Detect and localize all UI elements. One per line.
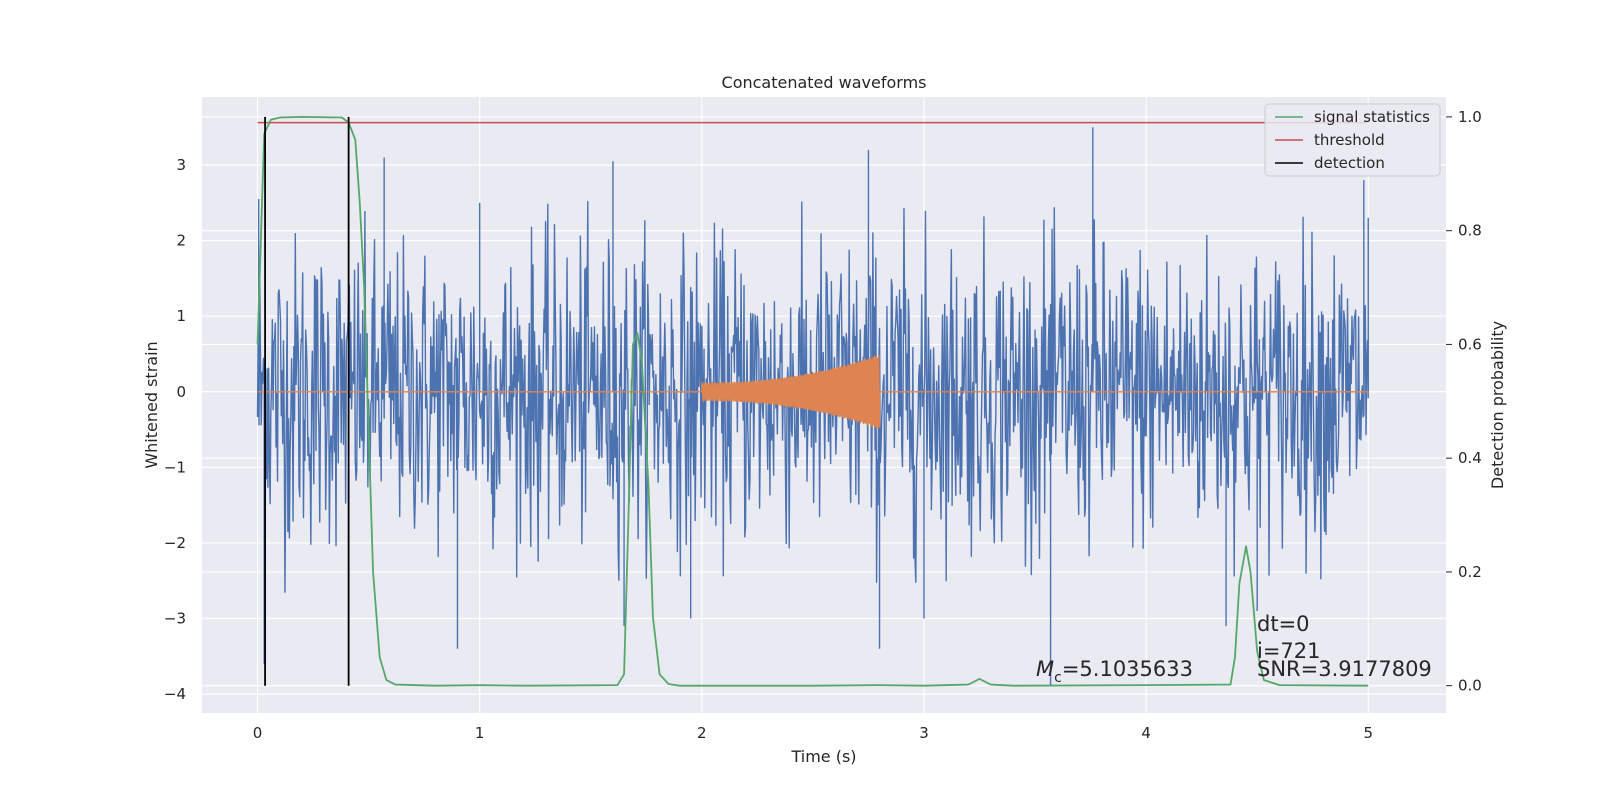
legend: signal statistics threshold detection xyxy=(1264,103,1441,177)
y2-tick-label: 0.4 xyxy=(1458,449,1482,467)
y-axis-label: Whitened strain xyxy=(142,341,161,468)
y2-tick-label: 0.6 xyxy=(1458,335,1482,353)
y2-tick-label: 0.8 xyxy=(1458,222,1482,240)
x-axis-label: Time (s) xyxy=(790,747,856,766)
series-layer xyxy=(256,116,1369,687)
y-tick-label: −3 xyxy=(164,610,186,628)
annotations: Mc=5.1035633 dt=0 i=721 SNR=3.9177809 xyxy=(1036,612,1432,686)
snr-annotation: SNR=3.9177809 xyxy=(1257,657,1432,681)
legend-label-signal-statistics: signal statistics xyxy=(1314,108,1430,126)
y-tick-label: −2 xyxy=(164,534,186,552)
index-annotation: i=721 xyxy=(1257,639,1321,663)
legend-label-threshold: threshold xyxy=(1314,131,1385,149)
chirp-mass-symbol: M xyxy=(1036,657,1054,681)
y2-tick-label: 0.0 xyxy=(1458,677,1482,695)
y-tick-label: 1 xyxy=(176,307,186,325)
y2-tick-label: 1.0 xyxy=(1458,108,1482,126)
injected-waveform-line xyxy=(257,354,1369,429)
x-tick-label: 5 xyxy=(1363,724,1373,742)
y2-tick-label: 0.2 xyxy=(1458,563,1482,581)
signal-statistics-line xyxy=(256,116,1369,687)
y-tick-label: −1 xyxy=(164,458,186,476)
chirp-mass-subscript: c xyxy=(1054,670,1062,686)
legend-box xyxy=(1264,103,1441,177)
chirp-mass-value: =5.1035633 xyxy=(1062,657,1193,681)
x-tick-label: 0 xyxy=(253,724,263,742)
x-tick-label: 3 xyxy=(919,724,929,742)
x-tick-label: 1 xyxy=(475,724,485,742)
y-tick-label: 2 xyxy=(176,232,186,250)
tick-labels: 0 1 2 3 4 5 −4 −3 −2 −1 0 1 2 3 0.0 0.2 0.4 0.6 0.8 1.0 xyxy=(164,108,1482,742)
y-tick-label: 3 xyxy=(176,156,186,174)
chirp-mass-annotation: Mc=5.1035633 xyxy=(1036,657,1193,686)
dt-annotation: dt=0 xyxy=(1257,612,1310,636)
x-tick-label: 2 xyxy=(697,724,707,742)
y-tick-label: 0 xyxy=(176,383,186,401)
y-tick-label: −4 xyxy=(164,685,186,703)
chart-title: Concatenated waveforms xyxy=(722,73,927,92)
legend-label-detection: detection xyxy=(1314,154,1385,172)
x-tick-label: 4 xyxy=(1141,724,1151,742)
y2-axis-label: Detection probability xyxy=(1488,321,1507,489)
